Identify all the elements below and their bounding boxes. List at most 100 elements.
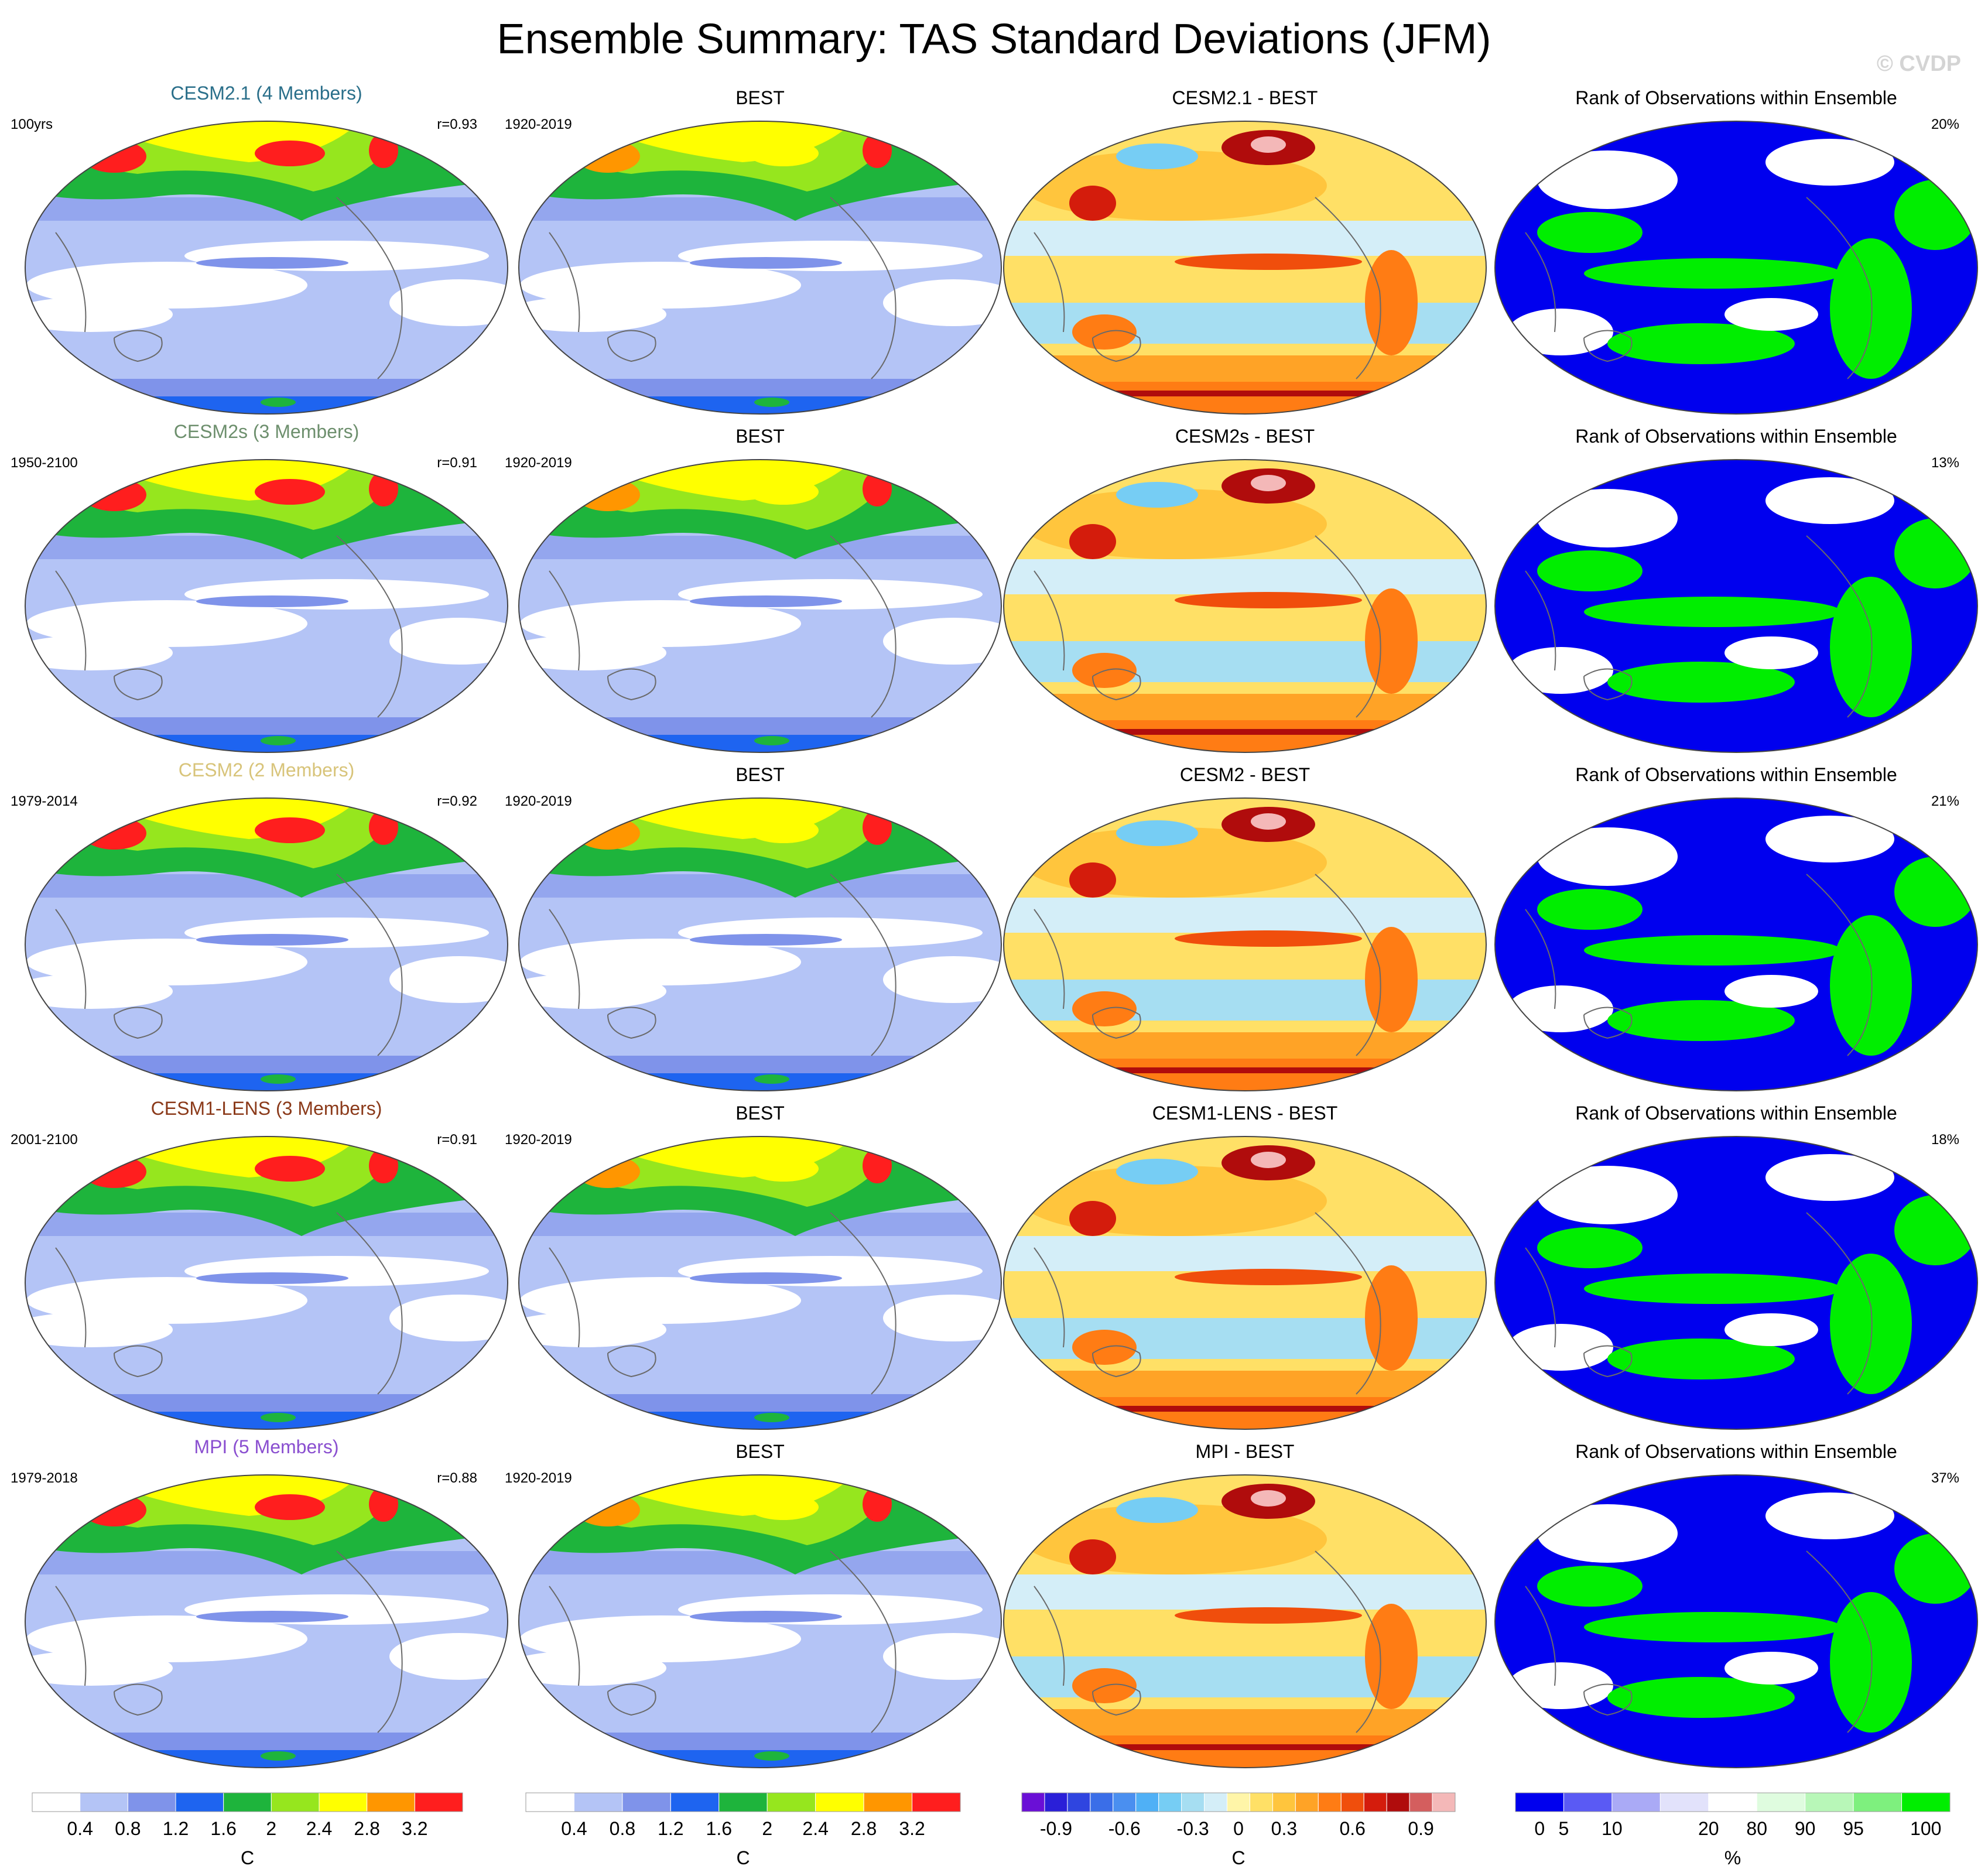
colorbar-swatch (223, 1792, 272, 1812)
colorbar-swatch (1204, 1792, 1228, 1812)
rank-title: Rank of Observations within Ensemble (1575, 1441, 1897, 1462)
colorbar-tick-label: 5 (1559, 1818, 1569, 1839)
colorbar-swatch (1363, 1792, 1387, 1812)
colorbar-2 (525, 1792, 961, 1812)
colorbar-swatch (80, 1792, 128, 1812)
globe-outline (1494, 459, 1978, 753)
map-panel-r4-c2 (518, 1136, 1002, 1430)
obs-title: BEST (735, 426, 785, 447)
map-panel-r5-c2 (518, 1474, 1002, 1768)
colorbar-swatch (127, 1792, 176, 1812)
globe-outline (1494, 797, 1978, 1091)
globe-outline (518, 1136, 1002, 1430)
colorbar-swatch (912, 1792, 961, 1812)
colorbar-tick-label: 1.2 (658, 1818, 683, 1839)
globe-outline (25, 1136, 508, 1430)
colorbar-unit: % (1724, 1847, 1741, 1868)
colorbar-tick-label: 95 (1843, 1818, 1864, 1839)
globe-outline (1003, 797, 1487, 1091)
map-panel-r2-c3 (1003, 459, 1487, 753)
map-panel-r1-c2 (518, 121, 1002, 415)
colorbar-swatch (1659, 1792, 1709, 1812)
colorbar-swatch (1386, 1792, 1410, 1812)
colorbar-swatch (1044, 1792, 1068, 1812)
difference-title: CESM2s - BEST (1175, 426, 1315, 447)
rank-percent: 21% (1931, 793, 1959, 809)
globe-outline (1494, 1136, 1978, 1430)
model-title: MPI (5 Members) (194, 1436, 338, 1457)
colorbar-swatch (718, 1792, 768, 1812)
obs-period: 1920-2019 (505, 1132, 572, 1148)
colorbar-swatch (1249, 1792, 1273, 1812)
difference-title: MPI - BEST (1196, 1441, 1295, 1462)
globe-outline (518, 459, 1002, 753)
globe-outline (518, 797, 1002, 1091)
colorbar-swatch (1090, 1792, 1114, 1812)
colorbar-tick-label: 1.2 (163, 1818, 189, 1839)
globe-outline (518, 1474, 1002, 1768)
obs-title: BEST (735, 764, 785, 785)
model-title: CESM2.1 (4 Members) (170, 83, 362, 104)
colorbar-tick-label: 0.4 (67, 1818, 93, 1839)
colorbar-swatch (573, 1792, 623, 1812)
globe-outline (25, 121, 508, 415)
colorbar-tick-label: 0.8 (115, 1818, 141, 1839)
colorbar-swatch (1515, 1792, 1564, 1812)
rank-title: Rank of Observations within Ensemble (1575, 1103, 1897, 1124)
map-panel-r1-c1 (25, 121, 508, 415)
model-title: CESM2s (3 Members) (174, 421, 360, 442)
colorbar-3 (1021, 1792, 1456, 1812)
map-panel-r5-c4 (1494, 1474, 1978, 1768)
pattern-correlation: r=0.92 (437, 793, 477, 809)
colorbar-swatch (1409, 1792, 1433, 1812)
globe-outline (1003, 1474, 1487, 1768)
colorbar-tick-label: 3.2 (899, 1818, 925, 1839)
colorbar-unit: C (1231, 1847, 1245, 1868)
map-panel-r5-c3 (1003, 1474, 1487, 1768)
colorbar-swatch (1340, 1792, 1364, 1812)
colorbar-tick-label: 2.8 (851, 1818, 877, 1839)
obs-title: BEST (735, 87, 785, 108)
colorbar-tick-label: 20 (1698, 1818, 1719, 1839)
colorbar-4 (1515, 1792, 1951, 1812)
cvdp-watermark: © CVDP (1876, 52, 1961, 76)
obs-period: 1920-2019 (505, 793, 572, 809)
colorbar-swatch (1318, 1792, 1342, 1812)
colorbar-swatch (1432, 1792, 1456, 1812)
colorbar-1 (32, 1792, 463, 1812)
rank-title: Rank of Observations within Ensemble (1575, 764, 1897, 785)
colorbar-swatch (1181, 1792, 1205, 1812)
model-period: 1950-2100 (11, 455, 78, 471)
rank-percent: 20% (1931, 117, 1959, 132)
pattern-correlation: r=0.88 (437, 1470, 477, 1486)
colorbar-tick-label: 0.9 (1408, 1818, 1433, 1839)
colorbar-swatch (367, 1792, 415, 1812)
colorbar-swatch (1158, 1792, 1182, 1812)
colorbar-swatch (1708, 1792, 1757, 1812)
colorbar-swatch (1272, 1792, 1296, 1812)
map-panel-r5-c1 (25, 1474, 508, 1768)
colorbar-tick-label: 2.4 (306, 1818, 332, 1839)
colorbar-swatch (319, 1792, 368, 1812)
colorbar-tick-label: 2.8 (354, 1818, 379, 1839)
obs-title: BEST (735, 1441, 785, 1462)
map-panel-r3-c3 (1003, 797, 1487, 1091)
colorbar-swatch (1227, 1792, 1250, 1812)
colorbar-tick-label: 0 (1534, 1818, 1545, 1839)
colorbar-tick-label: 0.8 (610, 1818, 635, 1839)
colorbar-unit: C (241, 1847, 254, 1868)
model-period: 2001-2100 (11, 1132, 78, 1148)
colorbar-swatch (815, 1792, 864, 1812)
rank-percent: 13% (1931, 455, 1959, 471)
colorbar-swatch (175, 1792, 224, 1812)
colorbar-tick-label: 10 (1602, 1818, 1623, 1839)
obs-period: 1920-2019 (505, 455, 572, 471)
colorbar-tick-label: -0.6 (1108, 1818, 1141, 1839)
pattern-correlation: r=0.93 (437, 117, 477, 132)
colorbar-swatch (414, 1792, 463, 1812)
model-title: CESM1-LENS (3 Members) (151, 1098, 382, 1119)
model-period: 1979-2014 (11, 793, 78, 809)
colorbar-swatch (1756, 1792, 1806, 1812)
globe-outline (25, 797, 508, 1091)
colorbar-swatch (1135, 1792, 1159, 1812)
